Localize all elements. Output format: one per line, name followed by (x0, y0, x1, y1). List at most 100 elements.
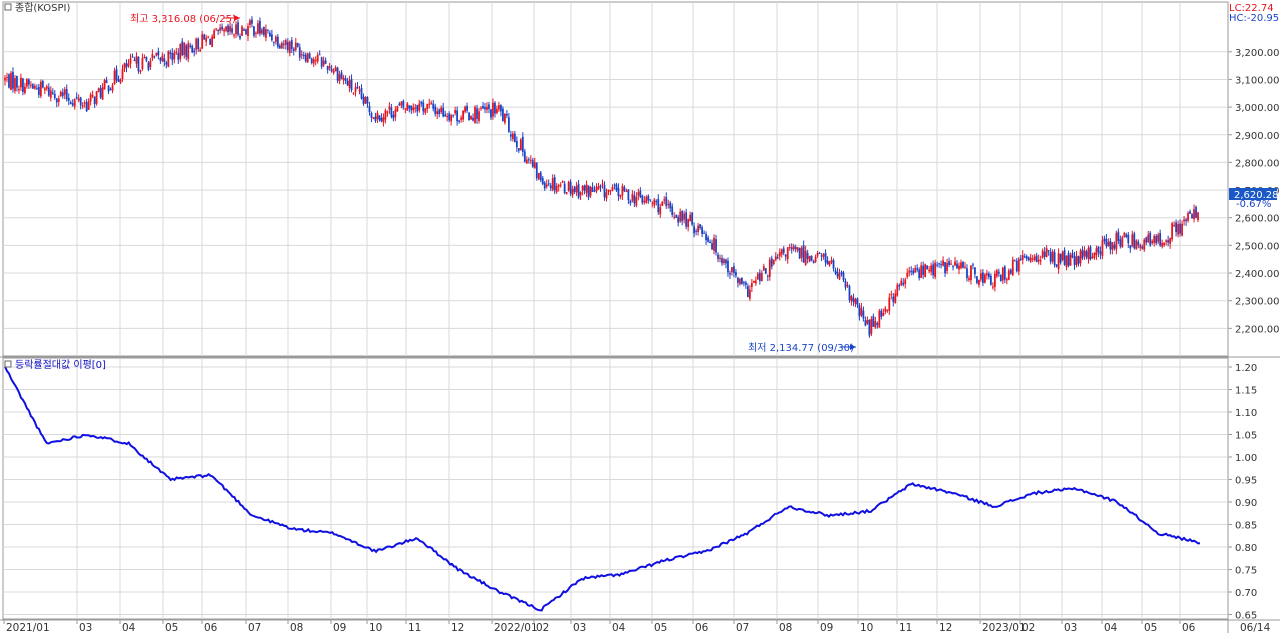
candle-body (482, 105, 484, 109)
lc-indicator: LC:22.74 (1229, 3, 1274, 14)
candle-body (934, 262, 937, 278)
candle-body (1081, 249, 1084, 259)
candle-body (892, 296, 895, 302)
candle-body (603, 185, 606, 198)
candle-body (1017, 259, 1020, 272)
candle-body (619, 194, 622, 198)
low-annotation: 최저 2,134.77 (09/30) (748, 342, 854, 354)
candle-body (474, 106, 476, 124)
candle-body (187, 43, 190, 60)
candle-body (1041, 250, 1044, 258)
candle-body (93, 96, 96, 105)
candle-body (926, 265, 929, 269)
candle-body (894, 293, 897, 304)
candle-body (119, 79, 122, 83)
candle-body (1039, 260, 1042, 262)
candle-body (133, 59, 136, 61)
candle-body (860, 307, 863, 316)
candle-body (424, 108, 427, 113)
candle-body (741, 277, 743, 284)
candle-body (675, 215, 678, 218)
candle-body (500, 104, 502, 112)
candle-body (806, 252, 809, 259)
x-tick-label: 11 (899, 622, 912, 633)
candle-body (511, 133, 514, 139)
candle-body (876, 323, 879, 325)
candle-body (137, 56, 140, 72)
candle-body (380, 117, 383, 122)
candle-body (434, 106, 437, 114)
candle-body (1193, 209, 1195, 220)
candle-body (239, 35, 241, 39)
candle-body (412, 107, 415, 111)
candle-body (143, 57, 146, 59)
candle-body (53, 93, 56, 99)
candle-body (61, 92, 64, 97)
candle-body (1013, 260, 1016, 262)
candle-body (914, 268, 917, 273)
candle-body (673, 216, 676, 218)
candle-body (1153, 235, 1156, 243)
indicator-panel-title: 등락률절대값 이평[0] (15, 358, 106, 371)
candle-body (12, 71, 14, 89)
candle-body (1065, 255, 1068, 268)
candle-body (611, 186, 614, 191)
candle-body (213, 30, 216, 39)
candle-body (506, 114, 508, 116)
candle-body (274, 36, 277, 42)
last-value-label: 2,620.28 (1234, 190, 1279, 201)
y-tick-label-indicator: 0.80 (1235, 543, 1257, 554)
candle-body (856, 298, 859, 305)
candle-body (1109, 240, 1112, 250)
x-tick-label: 10 (860, 622, 873, 633)
candle-body (24, 86, 26, 94)
candle-body (394, 109, 397, 117)
candle-body (278, 45, 281, 49)
candle-body (1145, 237, 1148, 243)
candle-body (802, 245, 805, 263)
candle-body (314, 59, 317, 61)
y-tick-label-indicator: 0.90 (1235, 498, 1257, 509)
candle-body (398, 103, 401, 106)
candle-body (308, 53, 311, 59)
candle-body (127, 63, 130, 67)
candle-body (8, 74, 10, 88)
candle-body (585, 184, 588, 193)
x-tick-label: 12 (939, 622, 952, 633)
x-tick-label: 07 (248, 622, 261, 633)
candle-body (332, 70, 335, 73)
candle-body (173, 52, 176, 60)
candle-body (1093, 252, 1096, 258)
candle-body (1073, 256, 1076, 265)
candle-body (633, 195, 636, 204)
candle-body (631, 193, 634, 201)
indicator-collapse-icon[interactable] (4, 360, 12, 368)
y-tick-label-indicator: 1.20 (1235, 363, 1257, 374)
candle-body (1007, 270, 1010, 280)
candle-body (402, 100, 405, 108)
candle-body (1117, 231, 1120, 242)
candle-body (440, 107, 443, 113)
candle-body (105, 80, 108, 84)
candle-body (946, 262, 948, 271)
candle-body (1139, 245, 1142, 248)
candle-body (276, 36, 279, 47)
candle-body (221, 26, 223, 30)
candle-body (1177, 224, 1179, 235)
candle-body (304, 54, 307, 62)
candle-body (45, 86, 48, 89)
candle-body (991, 286, 994, 288)
panel-collapse-icon[interactable] (4, 3, 12, 11)
candle-body (828, 261, 831, 266)
candle-body (1035, 255, 1038, 262)
candle-body (270, 34, 273, 41)
candle-body (1175, 222, 1177, 233)
candle-body (970, 265, 972, 281)
candle-body (318, 54, 321, 56)
candle-body (1079, 250, 1082, 264)
candle-body (906, 272, 909, 277)
candle-body (772, 260, 775, 265)
candle-body (6, 77, 8, 79)
candle-body (201, 34, 204, 49)
candle-body (310, 58, 313, 63)
